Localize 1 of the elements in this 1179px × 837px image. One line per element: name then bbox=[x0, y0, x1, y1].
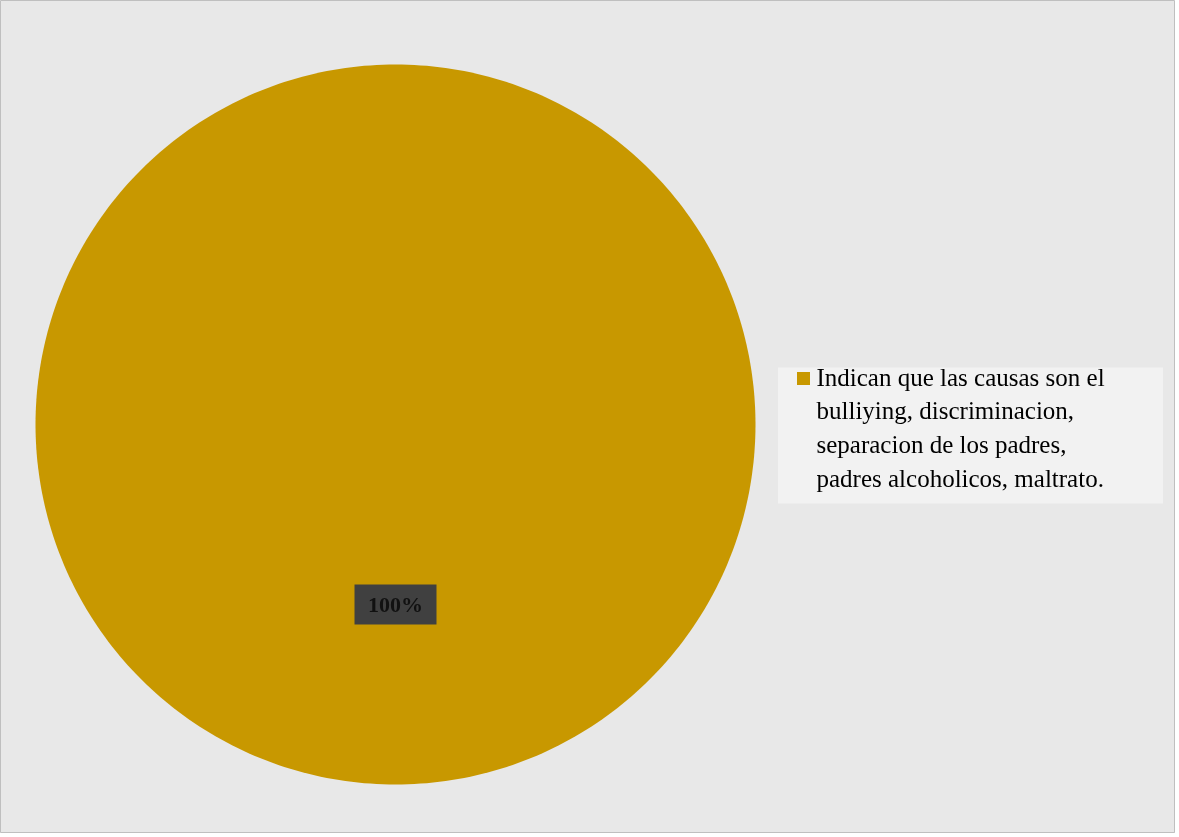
legend-label: Indican que las causas son el bulliying, discriminacion, separacion de los padres, padres alcoholicos, maltrato. bbox=[816, 363, 1105, 492]
